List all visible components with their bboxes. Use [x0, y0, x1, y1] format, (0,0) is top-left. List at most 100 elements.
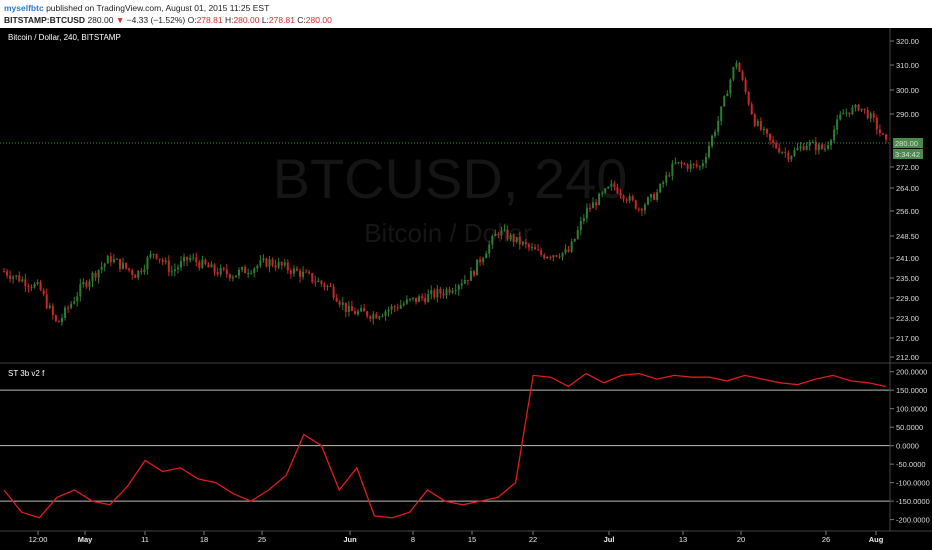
candle	[518, 231, 521, 250]
candle	[363, 303, 366, 312]
candle	[601, 191, 604, 198]
candle	[472, 269, 475, 278]
candle	[381, 313, 384, 318]
candle	[680, 160, 683, 169]
candle	[146, 255, 149, 275]
candle	[509, 232, 512, 242]
candle	[659, 183, 662, 194]
candle	[637, 207, 640, 213]
candle	[421, 293, 424, 302]
candle	[280, 261, 283, 270]
time-tick-label: 12:00	[29, 535, 48, 544]
candle	[378, 315, 381, 321]
price-change: −4.33 (−1.52%)	[126, 15, 186, 25]
price-axis[interactable]: 320.00 310.00 300.00 290.00 272.00 264.00 256.…	[890, 37, 919, 362]
candle	[775, 140, 778, 150]
indicator-tick-label: 100.0000	[896, 405, 927, 414]
candle	[30, 284, 33, 291]
candle	[131, 268, 134, 280]
candle	[97, 269, 100, 284]
candle	[485, 251, 488, 259]
candle	[262, 254, 265, 263]
candle	[689, 159, 692, 173]
candle	[448, 286, 451, 296]
candle	[436, 285, 439, 303]
candle	[33, 282, 36, 289]
candle	[192, 253, 195, 261]
candle	[384, 309, 387, 321]
candle	[482, 256, 485, 266]
candle	[662, 180, 665, 188]
candle	[24, 273, 27, 293]
candle	[3, 267, 5, 273]
candle	[320, 279, 323, 287]
candle	[225, 263, 228, 278]
candle	[524, 239, 527, 249]
candle	[292, 265, 295, 277]
candle	[488, 240, 491, 258]
candle	[228, 273, 231, 282]
candle	[765, 128, 768, 138]
candle	[396, 303, 399, 312]
candle	[18, 271, 21, 283]
candle	[128, 267, 131, 273]
candle	[646, 196, 649, 206]
candle	[357, 308, 360, 317]
published-text: published on TradingView.com, August 01,…	[46, 3, 270, 13]
candle	[631, 194, 634, 202]
candle	[353, 307, 356, 315]
candle	[344, 302, 347, 318]
candle	[512, 233, 515, 247]
candle	[732, 66, 735, 82]
time-axis[interactable]: 12:00 May 11 18 25 Jun 8 15 22 Jul 13 20 26 Aug	[29, 531, 884, 544]
down-arrow-icon: ▼	[115, 15, 125, 25]
candle	[241, 266, 244, 273]
candle	[885, 133, 887, 144]
candle	[781, 151, 784, 155]
price-tick-label: 212.00	[896, 353, 919, 362]
candle	[399, 299, 402, 310]
author-link[interactable]: myselfbtc	[4, 3, 44, 13]
indicator-axis[interactable]: 200.0000 150.0000 100.0000 50.0000 0.0000 -50…	[890, 368, 930, 525]
candle	[506, 225, 509, 242]
candle	[415, 297, 418, 305]
candle	[866, 107, 869, 120]
candle	[750, 101, 753, 115]
candle	[341, 296, 344, 311]
candle	[265, 257, 268, 268]
candle	[21, 276, 24, 283]
candle	[198, 259, 201, 271]
ohlc-line: BITSTAMP:BTCUSD 280.00 ▼ −4.33 (−1.52%) …	[4, 15, 332, 25]
candle	[656, 188, 659, 203]
candle	[741, 69, 744, 82]
candle	[393, 304, 396, 313]
candle	[494, 229, 497, 237]
candle	[186, 256, 189, 267]
candle	[527, 242, 530, 252]
indicator-tick-label: -50.0000	[896, 460, 926, 469]
candle	[234, 275, 237, 278]
candle	[372, 311, 375, 325]
price-tick-label: 264.00	[896, 184, 919, 193]
candle	[863, 108, 866, 114]
main-pane[interactable]: BTCUSD, 240 Bitcoin / Dollar Bitcoin / D…	[0, 28, 932, 362]
candle	[454, 284, 457, 295]
indicator-tick-label: -150.0000	[896, 497, 930, 506]
candle	[823, 143, 826, 153]
indicator-pane[interactable]: ST 3b v2 f	[0, 364, 932, 530]
candle	[671, 160, 674, 181]
price-tick-label: 229.00	[896, 294, 919, 303]
candle	[311, 272, 314, 284]
candle	[204, 258, 207, 266]
candle	[60, 313, 63, 327]
candle	[714, 129, 717, 138]
candle	[45, 288, 48, 310]
candle	[76, 291, 79, 307]
candle	[616, 183, 619, 194]
candle	[237, 267, 240, 279]
candle	[268, 256, 271, 273]
candle	[808, 139, 811, 151]
candle	[164, 257, 167, 265]
candle	[857, 103, 860, 112]
